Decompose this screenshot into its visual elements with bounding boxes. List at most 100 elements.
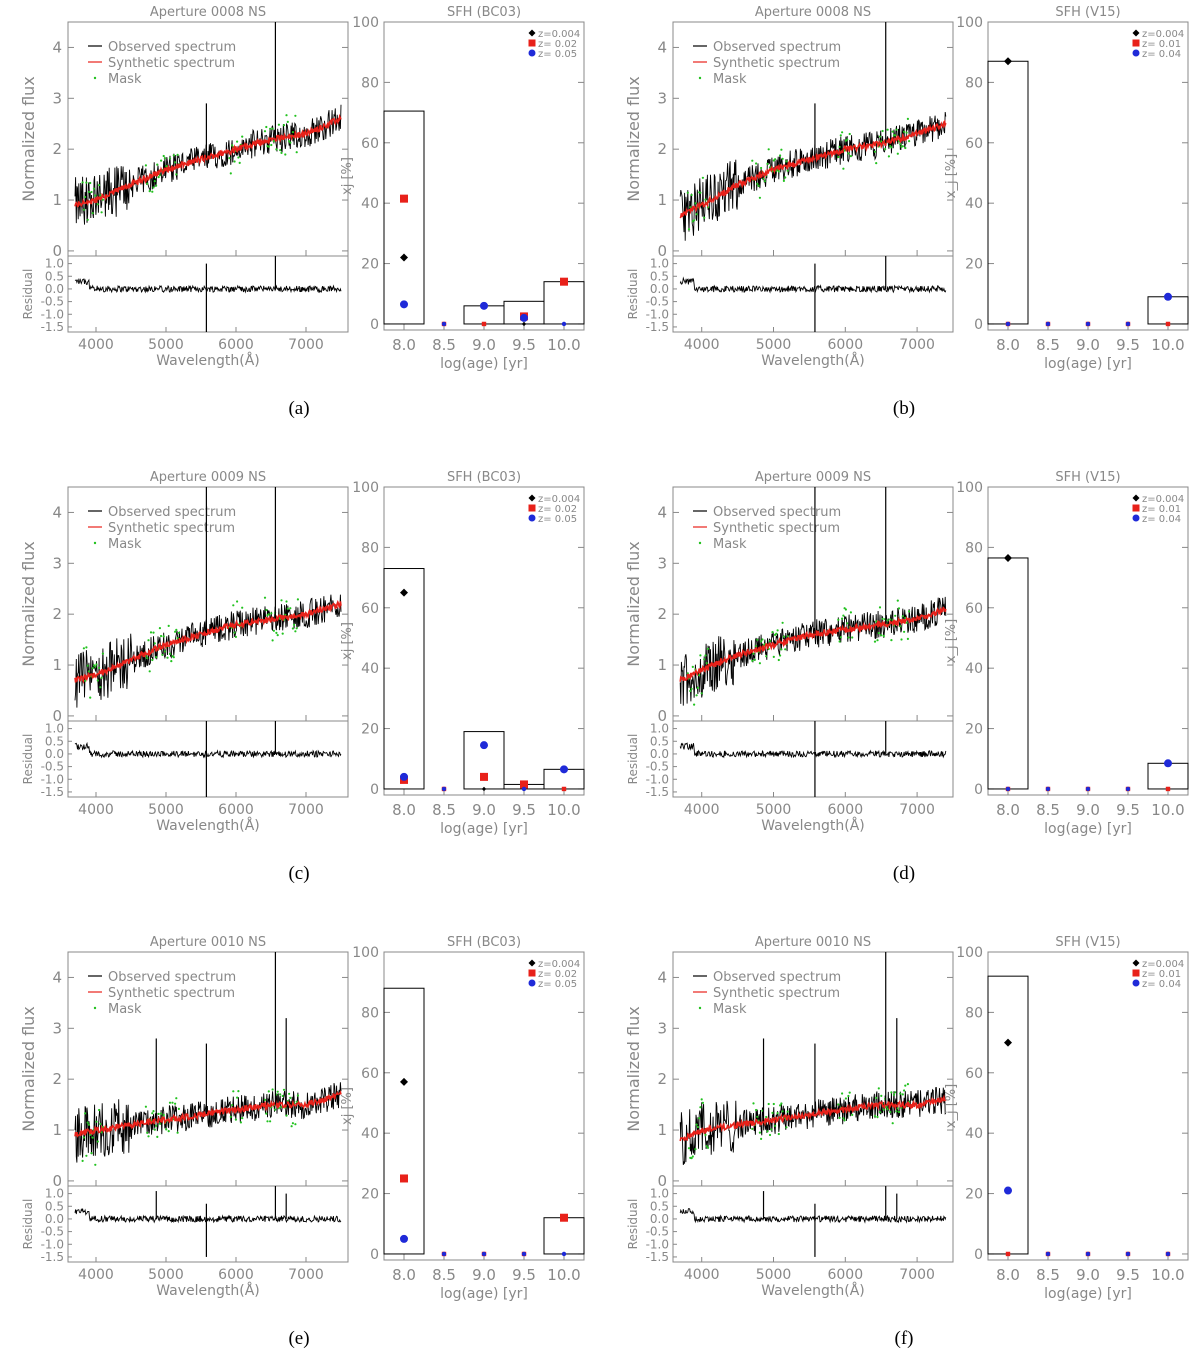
sfh-xtick-label: 9.0 bbox=[1076, 801, 1100, 819]
spectrum-xtick-label: 4000 bbox=[684, 802, 720, 818]
legend-mask-marker bbox=[93, 1006, 97, 1010]
mask-point bbox=[699, 191, 702, 194]
mask-point bbox=[701, 1101, 705, 1104]
sfh-legend-label: z=0.004 bbox=[1142, 29, 1184, 40]
sfh-point-circle bbox=[481, 1251, 487, 1257]
residual-ylabel: Residual bbox=[626, 1199, 640, 1250]
mask-point bbox=[285, 114, 288, 117]
mask-point bbox=[267, 1090, 270, 1093]
mask-point bbox=[98, 666, 101, 669]
sfh-point-square bbox=[560, 1213, 568, 1222]
resid-ytick-label: 0.5 bbox=[45, 1199, 64, 1213]
sfh-point-circle bbox=[520, 313, 528, 322]
mask-point bbox=[151, 658, 154, 662]
mask-point bbox=[785, 1126, 788, 1129]
mask-point bbox=[842, 614, 845, 617]
mask-point bbox=[160, 634, 163, 638]
resid-ytick-label: 0.0 bbox=[45, 747, 64, 761]
sfh-plot-frame bbox=[987, 21, 1189, 331]
mask-point bbox=[837, 1103, 840, 1106]
mask-point bbox=[757, 184, 760, 187]
mask-point bbox=[838, 145, 841, 148]
mask-point bbox=[837, 155, 840, 159]
mask-point bbox=[873, 640, 877, 643]
sfh-bar bbox=[383, 987, 425, 1255]
mask-point bbox=[776, 1112, 779, 1115]
mask-point bbox=[87, 670, 90, 673]
resid-ytick-label: 0.5 bbox=[650, 269, 669, 283]
legend-synthetic-label: Synthetic spectrum bbox=[713, 521, 840, 536]
sfh-ylabel: xj [%] bbox=[340, 622, 355, 660]
mask-point bbox=[887, 155, 891, 158]
mask-point bbox=[899, 143, 902, 146]
spectrum-xtick-label: 6000 bbox=[218, 1267, 254, 1283]
spectrum-title: Aperture 0008 NS bbox=[150, 5, 266, 20]
mask-point bbox=[849, 611, 853, 614]
mask-point bbox=[172, 154, 175, 157]
mask-point bbox=[846, 622, 849, 625]
mask-point bbox=[699, 654, 702, 657]
mask-point bbox=[289, 1096, 292, 1099]
mask-point bbox=[880, 1094, 883, 1097]
mask-point bbox=[885, 1106, 888, 1109]
sfh-xtick-label: 8.5 bbox=[1036, 336, 1060, 354]
mask-point bbox=[765, 1115, 768, 1119]
mask-point bbox=[908, 610, 911, 613]
mask-point bbox=[901, 1093, 904, 1096]
mask-point bbox=[147, 639, 150, 642]
mask-point bbox=[295, 1100, 298, 1103]
legend-circle-marker bbox=[1132, 49, 1140, 57]
sfh-point-circle bbox=[561, 321, 567, 327]
spectrum-xtick-label: 5000 bbox=[756, 1267, 792, 1283]
mask-point bbox=[761, 638, 764, 641]
mask-point bbox=[890, 146, 893, 149]
mask-point bbox=[705, 662, 708, 665]
mask-point bbox=[87, 1123, 90, 1126]
sfh-xtick-label: 9.0 bbox=[472, 801, 496, 819]
mask-point bbox=[696, 1125, 700, 1129]
sfh-bar bbox=[383, 568, 425, 790]
flux-ytick-label: 0 bbox=[657, 707, 667, 725]
resid-ytick-label: 0.5 bbox=[45, 269, 64, 283]
sfh-xtick-label: 8.0 bbox=[392, 1266, 416, 1284]
mask-point bbox=[886, 128, 889, 131]
legend-mask-marker bbox=[93, 76, 97, 80]
mask-point bbox=[289, 141, 292, 144]
mask-point bbox=[876, 1115, 879, 1119]
mask-point bbox=[263, 1098, 267, 1101]
mask-point bbox=[270, 612, 273, 615]
mask-point bbox=[851, 1113, 854, 1116]
spectrum-title: Aperture 0010 NS bbox=[150, 935, 266, 950]
mask-point bbox=[157, 1112, 160, 1115]
mask-point bbox=[694, 202, 697, 205]
sfh-point-circle bbox=[1085, 786, 1091, 792]
mask-point bbox=[751, 159, 754, 162]
resid-ytick-label: 1.0 bbox=[650, 722, 669, 736]
sfh-legend-label: z=0.004 bbox=[538, 29, 580, 40]
mask-point bbox=[890, 1091, 893, 1094]
mask-point bbox=[765, 655, 768, 658]
mask-point bbox=[146, 1131, 149, 1134]
sfh-legend-label: z=0.004 bbox=[1142, 494, 1184, 505]
mask-point bbox=[876, 639, 879, 642]
mask-point bbox=[272, 140, 275, 143]
sfh-bar bbox=[987, 557, 1029, 790]
mask-point bbox=[770, 1128, 773, 1131]
mask-point bbox=[873, 150, 877, 153]
sfh-ytick-label: 0 bbox=[974, 1247, 983, 1263]
sfh-point-circle bbox=[1125, 321, 1131, 327]
mask-point bbox=[906, 117, 910, 120]
sfh-ytick-label: 40 bbox=[965, 196, 983, 212]
mask-point bbox=[168, 652, 172, 656]
sfh-point-square bbox=[561, 786, 567, 792]
mask-point bbox=[294, 1123, 297, 1126]
mask-point bbox=[177, 631, 180, 634]
observed-spectrum-line bbox=[679, 1086, 947, 1166]
mask-point bbox=[281, 632, 284, 635]
mask-point bbox=[781, 1110, 784, 1113]
sfh-ytick-label: 40 bbox=[361, 661, 379, 677]
sfh-point-circle bbox=[1045, 786, 1051, 792]
legend-circle-marker bbox=[1132, 979, 1140, 987]
mask-point bbox=[896, 1107, 899, 1110]
mask-point bbox=[848, 132, 851, 136]
